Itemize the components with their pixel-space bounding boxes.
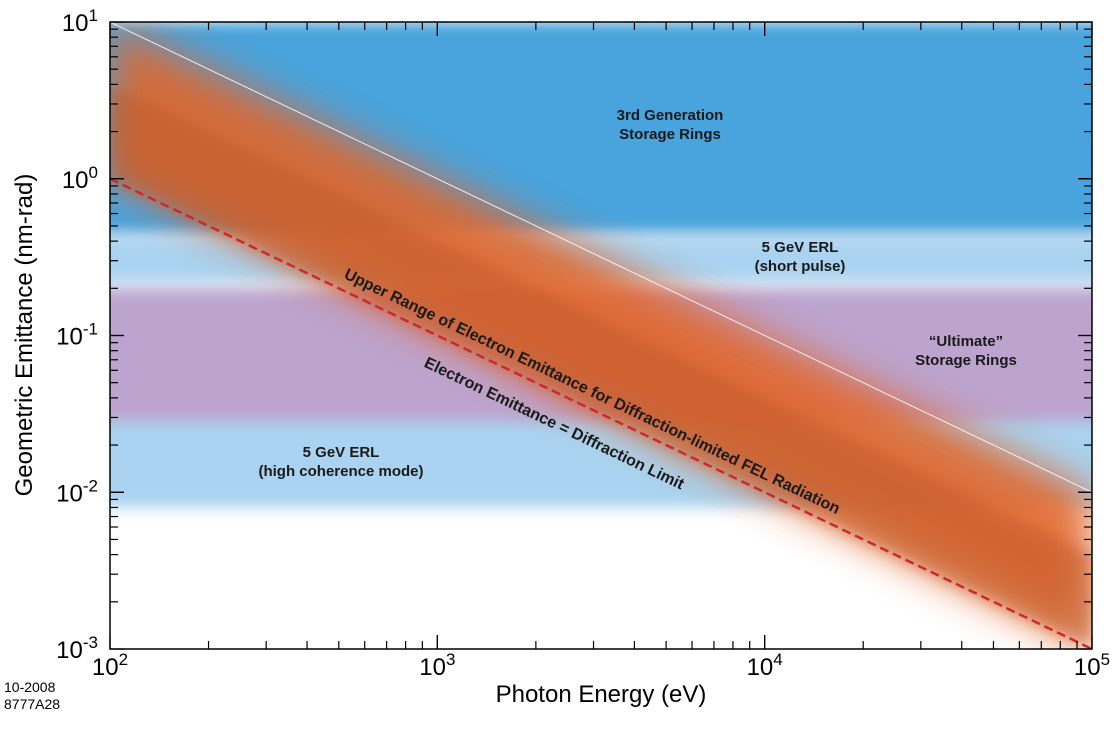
x-axis-title: Photon Energy (eV)	[496, 681, 707, 708]
y-tick-label: 100	[62, 163, 98, 194]
region-label: “Ultimate” Storage Rings	[915, 333, 1017, 369]
x-tick-label: 102	[92, 650, 128, 681]
series-lines	[110, 22, 1092, 649]
region-label: 3rd Generation Storage Rings	[617, 107, 724, 143]
region-label: 5 GeV ERL (short pulse)	[755, 239, 846, 275]
plot-area	[110, 22, 1092, 649]
x-tick-label: 103	[419, 650, 455, 681]
region-label: 5 GeV ERL (high coherence mode)	[258, 444, 423, 480]
x-tick-label: 105	[1074, 650, 1110, 681]
y-tick-label: 10-3	[56, 633, 98, 664]
y-axis-title: Geometric Emittance (nm-rad)	[11, 174, 38, 497]
fel-wedge-core	[110, 84, 1092, 649]
y-tick-label: 10-1	[56, 320, 98, 351]
region-labels: 3rd Generation Storage Rings 5 GeV ERL (sho…	[258, 107, 1016, 480]
x-tick-label: 104	[747, 650, 783, 681]
footnote-code: 8777A28	[4, 696, 60, 712]
y-tick-label: 101	[62, 6, 98, 37]
axis-tick-labels: 102 103 104 105 10-3 10-2 10-1 100 101	[56, 6, 1110, 681]
axis-ticks	[109, 21, 1093, 650]
fel-upper-range-line	[110, 22, 1092, 493]
fel-wedge	[110, 22, 1092, 649]
footnote-date: 10-2008	[4, 679, 56, 695]
y-tick-label: 10-2	[56, 476, 98, 507]
